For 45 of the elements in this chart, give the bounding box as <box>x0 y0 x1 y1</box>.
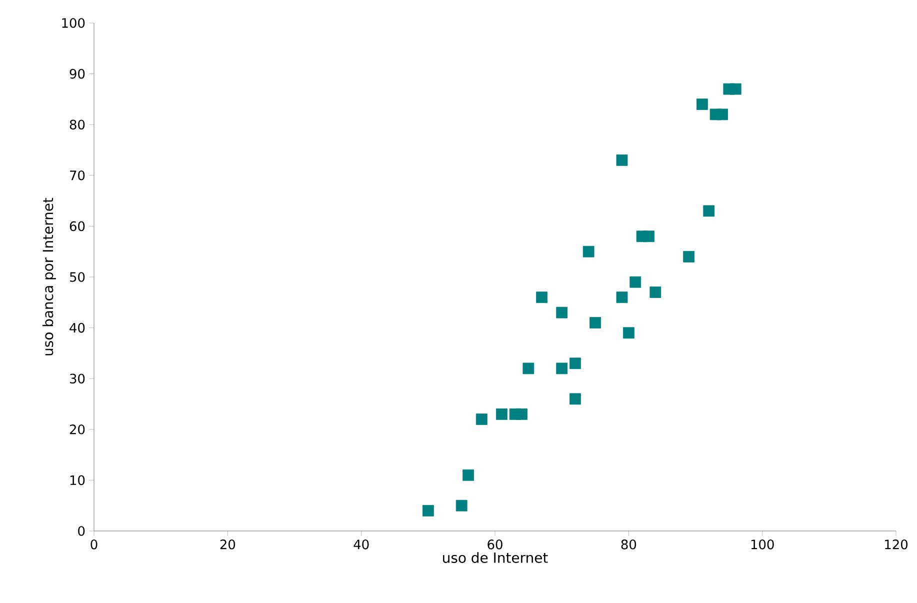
y-tick-label: 60 <box>70 221 85 232</box>
point <box>616 292 628 304</box>
point <box>496 408 508 420</box>
point <box>570 393 581 405</box>
point <box>556 306 568 318</box>
y-axis-title: uso banca por Internet <box>42 198 56 356</box>
y-tick-label: 40 <box>70 322 85 333</box>
y-tick-label: 90 <box>70 68 85 79</box>
point <box>456 500 468 512</box>
y-tick-label: 10 <box>70 475 85 486</box>
y-tick-label: 100 <box>62 18 85 28</box>
point <box>536 292 548 304</box>
y-tick-label: 30 <box>70 374 85 384</box>
point <box>622 327 634 339</box>
x-tick-label: 40 <box>354 540 369 550</box>
point <box>643 230 654 242</box>
point <box>422 504 434 516</box>
x-axis-title: uso de Internet <box>443 552 548 563</box>
x-tick-label: 60 <box>488 540 502 550</box>
y-tick-label: 20 <box>70 424 85 434</box>
point <box>650 286 662 298</box>
y-tick-label: 80 <box>70 120 85 130</box>
point <box>703 205 715 217</box>
y-tick-label: 70 <box>70 170 85 180</box>
point <box>590 317 601 328</box>
point <box>582 246 594 258</box>
point <box>522 362 534 374</box>
y-tick-label: 50 <box>70 272 85 282</box>
point <box>556 362 568 374</box>
point <box>696 98 708 110</box>
point <box>616 154 628 166</box>
point <box>716 108 728 120</box>
point <box>462 469 474 481</box>
x-tick-label: 20 <box>220 540 236 550</box>
point <box>730 83 742 95</box>
x-tick-label: 120 <box>885 540 908 550</box>
point <box>630 276 642 288</box>
y-tick-label: 0 <box>78 526 85 536</box>
point <box>516 408 528 420</box>
x-tick-label: 100 <box>751 540 774 550</box>
point <box>683 250 695 262</box>
x-tick-label: 80 <box>621 540 636 550</box>
point <box>570 358 581 370</box>
point <box>476 414 488 425</box>
x-tick-label: 0 <box>90 540 98 550</box>
